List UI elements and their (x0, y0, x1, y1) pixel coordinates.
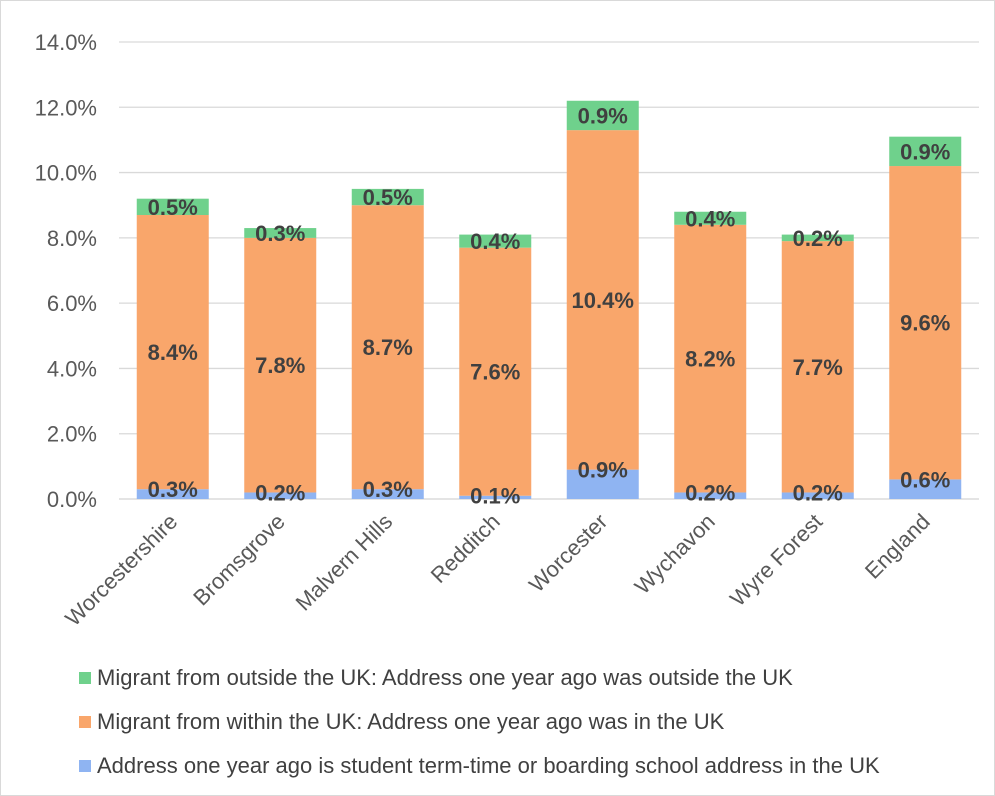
data-label: 8.7% (363, 335, 413, 360)
bar-segment (566, 130, 639, 470)
data-label: 0.9% (578, 103, 628, 128)
legend: Migrant from outside the UK: Address one… (79, 656, 880, 788)
bar-segment (459, 234, 532, 248)
bar-segment (889, 479, 962, 499)
data-label: 10.4% (572, 288, 634, 313)
data-label: 0.5% (363, 185, 413, 210)
bar-segment (136, 489, 209, 499)
data-label: 0.4% (685, 206, 735, 231)
data-label: 7.8% (255, 353, 305, 378)
y-tick-label: 6.0% (47, 291, 97, 316)
bar-segment (244, 492, 317, 499)
data-label: 0.2% (793, 480, 843, 505)
data-label: 0.3% (363, 477, 413, 502)
y-tick-label: 8.0% (47, 226, 97, 251)
data-label: 0.2% (685, 480, 735, 505)
bar-segment (674, 211, 747, 225)
data-labels: 0.3% 8.4% 0.5% 0.2% 7.8% 0.3% 0.3% 8.7% 0.5% 0.1%… (148, 103, 951, 508)
data-label: 0.5% (148, 195, 198, 220)
bars (136, 100, 962, 499)
data-label: 0.9% (900, 139, 950, 164)
bar-segment (781, 234, 854, 242)
data-label: 9.6% (900, 311, 950, 336)
data-label: 8.4% (148, 340, 198, 365)
data-label: 7.7% (793, 355, 843, 380)
legend-item-student: Address one year ago is student term-tim… (79, 744, 880, 788)
data-label: 0.3% (148, 477, 198, 502)
x-tick-label: Wyre Forest (725, 509, 827, 611)
x-tick-label: Worcestershire (60, 509, 182, 631)
bar-segment (244, 237, 317, 493)
legend-swatch-within-uk (79, 716, 91, 728)
data-label: 7.6% (470, 360, 520, 385)
bar-segment (781, 492, 854, 499)
y-tick-label: 2.0% (47, 422, 97, 447)
legend-label-outside-uk: Migrant from outside the UK: Address one… (97, 665, 793, 690)
legend-item-outside-uk: Migrant from outside the UK: Address one… (79, 656, 880, 700)
bar-segment (136, 198, 209, 216)
x-axis-tick-labels: Worcestershire Bromsgrove Malvern Hills Red… (60, 509, 934, 631)
bar-segment (781, 241, 854, 493)
bar-segment (566, 100, 639, 131)
bar-segment (674, 224, 747, 493)
x-tick-label: Malvern Hills (291, 509, 398, 616)
data-label: 0.1% (470, 484, 520, 509)
data-label: 0.3% (255, 221, 305, 246)
x-tick-label: Worcester (524, 509, 612, 597)
y-axis-tick-labels: 0.0% 2.0% 4.0% 6.0% 8.0% 10.0% 12.0% 14.0% (35, 30, 97, 512)
x-tick-label: Wychavon (630, 509, 720, 599)
data-label: 0.2% (255, 480, 305, 505)
y-tick-label: 12.0% (35, 95, 97, 120)
bar-segment (459, 495, 532, 499)
bar-segment (566, 469, 639, 499)
data-label: 0.6% (900, 467, 950, 492)
bar-segment (889, 166, 962, 480)
y-tick-label: 0.0% (47, 487, 97, 512)
x-tick-label: Redditch (426, 509, 505, 588)
data-label: 0.2% (793, 226, 843, 251)
legend-swatch-outside-uk (79, 672, 91, 684)
bar-segment (459, 247, 532, 496)
legend-label-student: Address one year ago is student term-tim… (97, 753, 880, 778)
y-tick-label: 10.0% (35, 161, 97, 186)
x-tick-label: Bromsgrove (188, 509, 290, 611)
x-tick-label: England (860, 509, 935, 584)
bar-segment (351, 205, 424, 490)
y-tick-label: 14.0% (35, 30, 97, 55)
stacked-bar-chart: 0.0% 2.0% 4.0% 6.0% 8.0% 10.0% 12.0% 14.0% 0.3%… (35, 30, 979, 631)
data-label: 0.9% (578, 458, 628, 483)
data-label: 8.2% (685, 347, 735, 372)
bar-segment (674, 492, 747, 499)
data-label: 0.4% (470, 229, 520, 254)
y-tick-label: 4.0% (47, 356, 97, 381)
legend-swatch-student (79, 760, 91, 772)
bar-segment (889, 136, 962, 167)
bar-segment (351, 188, 424, 206)
bar-segment (351, 489, 424, 499)
bar-segment (136, 215, 209, 490)
legend-item-within-uk: Migrant from within the UK: Address one … (79, 700, 880, 744)
legend-label-within-uk: Migrant from within the UK: Address one … (97, 709, 725, 734)
bar-segment (244, 228, 317, 238)
